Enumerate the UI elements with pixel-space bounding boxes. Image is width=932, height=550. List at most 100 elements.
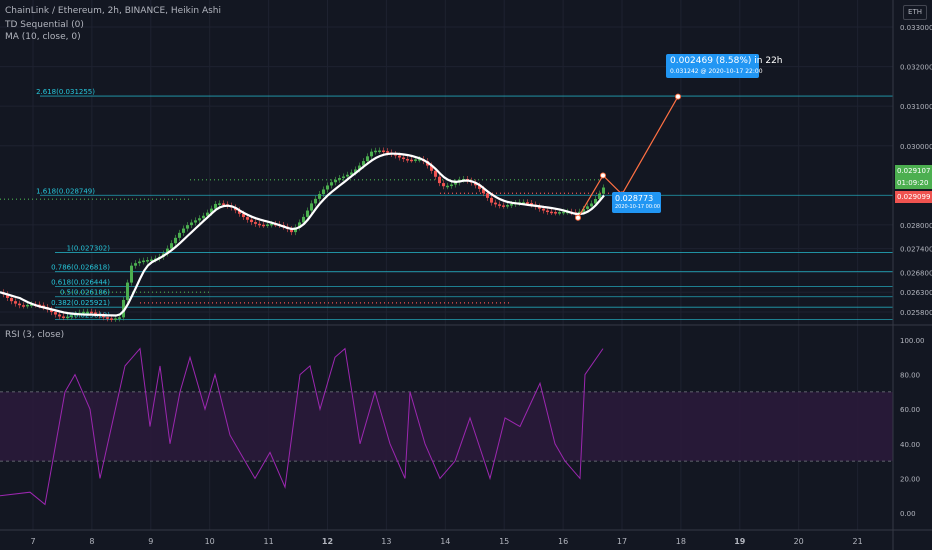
fib-level-label: 0.5(0.026186) — [60, 289, 110, 297]
fib-level-label: 0.786(0.026818) — [51, 264, 110, 272]
candle-body — [494, 202, 497, 205]
candle-body — [326, 185, 329, 190]
candle-body — [382, 150, 385, 153]
candle-body — [166, 248, 169, 254]
candle-body — [530, 203, 533, 205]
candle-body — [446, 185, 449, 188]
candle-body — [254, 222, 257, 224]
candle-body — [370, 151, 373, 157]
rsi-axis-label: 20.00 — [900, 475, 920, 483]
candle-body — [62, 316, 65, 318]
candle-body — [558, 212, 561, 214]
price-axis-label: 0.026300 — [900, 289, 932, 297]
candle-body — [414, 159, 417, 161]
time-axis-label: 20 — [794, 537, 804, 546]
price-axis-label: 0.030000 — [900, 143, 932, 151]
candle-body — [18, 303, 21, 306]
candle-body — [406, 159, 409, 161]
fib-level-label: 1.618(0.028749) — [36, 187, 95, 195]
price-axis-label: 0.026800 — [900, 269, 932, 277]
time-axis-label: 18 — [676, 537, 686, 546]
td-sequential-indicator-label[interactable]: TD Sequential (0) — [5, 20, 84, 30]
rsi-axis-label: 80.00 — [900, 372, 920, 380]
price-axis-label: 0.032000 — [900, 64, 932, 72]
candle-body — [594, 198, 597, 204]
candle-body — [182, 228, 185, 233]
candle-body — [546, 210, 549, 213]
candle-body — [150, 259, 153, 262]
candle-body — [434, 170, 437, 177]
candle-body — [526, 202, 529, 204]
candle-body — [258, 223, 261, 226]
candle-body — [250, 219, 253, 223]
candle-body — [454, 182, 457, 185]
candle-body — [486, 193, 489, 198]
currency-button[interactable]: ETH — [903, 5, 927, 20]
candle-body — [338, 178, 341, 180]
candle-body — [118, 317, 121, 319]
candle-body — [510, 204, 513, 206]
candle-body — [550, 211, 553, 214]
candle-body — [366, 156, 369, 162]
countdown-badge: 01:09:20 — [895, 177, 932, 189]
candle-body — [386, 151, 389, 153]
projection-path — [577, 96, 679, 219]
candle-body — [262, 224, 265, 227]
projection-change: 0.002469 (8.58%) in 22h — [670, 56, 783, 66]
candle-body — [498, 204, 501, 206]
rsi-axis-label: 60.00 — [900, 406, 920, 414]
candle-body — [310, 203, 313, 211]
candle-body — [22, 305, 25, 307]
projection-target-callout: 0.002469 (8.58%) in 22h 0.031242 @ 2020-… — [666, 54, 783, 78]
price-axis-label: 0.025800 — [900, 309, 932, 317]
candle-body — [586, 206, 589, 209]
candle-body — [358, 165, 361, 170]
candle-body — [502, 205, 505, 207]
price-axis-label: 0.033000 — [900, 24, 932, 32]
candle-body — [350, 172, 353, 175]
ma-indicator-label[interactable]: MA (10, close, 0) — [5, 32, 81, 42]
candle-body — [90, 311, 93, 314]
candle-body — [602, 187, 605, 194]
time-axis-label: 16 — [558, 537, 568, 546]
candle-body — [58, 314, 61, 317]
candle-body — [362, 161, 365, 166]
candle-body — [66, 316, 69, 319]
rsi-axis-label: 0.00 — [900, 510, 916, 518]
time-axis-label: 19 — [734, 537, 746, 546]
rsi-axis-label: 40.00 — [900, 441, 920, 449]
candle-body — [94, 312, 97, 314]
candle-body — [102, 315, 105, 318]
rsi-indicator-label[interactable]: RSI (3, close) — [5, 330, 65, 340]
candle-body — [170, 243, 173, 249]
projection-point — [600, 172, 606, 179]
fibonacci-levels: 2.618(0.031255) 1.618(0.028749) 1(0.027302… — [0, 88, 893, 320]
candle-body — [138, 261, 141, 264]
candle-body — [482, 188, 485, 194]
candle-body — [178, 232, 181, 238]
candle-body — [506, 205, 509, 207]
candle-body — [598, 193, 601, 199]
candle-body — [418, 159, 421, 161]
candle-body — [398, 155, 401, 158]
candle-body — [214, 203, 217, 209]
candle-body — [442, 183, 445, 187]
candle-body — [190, 222, 193, 226]
time-axis-label: 13 — [381, 537, 391, 546]
projection-pivot-price: 0.028773 — [615, 194, 654, 203]
price-axis-label: 0.027400 — [900, 246, 932, 254]
candle-body — [198, 218, 201, 221]
candle-body — [82, 311, 85, 314]
chart-title: ChainLink / Ethereum, 2h, BINANCE, Heiki… — [5, 6, 222, 16]
candle-body — [122, 299, 125, 318]
candle-body — [26, 304, 29, 307]
candle-body — [346, 174, 349, 177]
time-axis-label: 21 — [853, 537, 863, 546]
candle-body — [222, 203, 225, 205]
candle-body — [50, 309, 53, 313]
fib-level-label: 0.382(0.025921) — [51, 299, 110, 307]
candle-body — [538, 206, 541, 209]
candle-body — [298, 222, 301, 228]
